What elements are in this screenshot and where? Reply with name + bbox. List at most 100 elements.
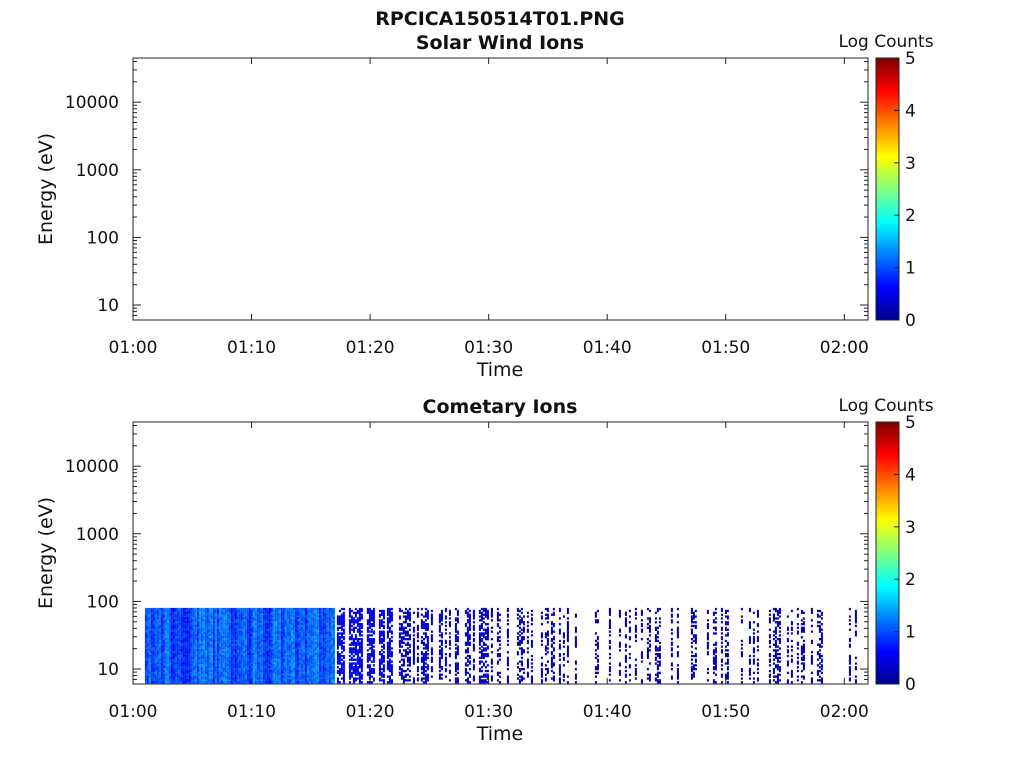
spectrogram-cell	[248, 669, 251, 673]
spectrogram-cell	[320, 619, 323, 622]
spectrogram-cell	[310, 621, 313, 624]
spectrogram-cell	[312, 666, 315, 669]
spectrogram-cell	[306, 668, 309, 671]
spectrogram-cell	[166, 651, 169, 654]
spectrogram-cell	[274, 666, 277, 669]
spectrogram-cell	[382, 638, 385, 641]
spectrogram-cell	[372, 658, 375, 661]
spectrogram-cell	[202, 613, 205, 616]
spectrogram-cell	[184, 636, 187, 639]
spectrogram-cell	[286, 628, 289, 631]
spectrogram-cell	[322, 645, 325, 648]
spectrogram-cell	[286, 649, 289, 652]
spectrogram-cell	[262, 668, 265, 671]
spectrogram-cell	[182, 621, 185, 624]
spectrogram-cell	[186, 641, 189, 644]
spectrogram-cell	[226, 611, 229, 614]
spectrogram-cell	[262, 669, 265, 673]
spectrogram-cell	[162, 641, 165, 644]
spectrogram-cell	[444, 653, 447, 656]
spectrogram-cell	[372, 621, 375, 624]
spectrogram-cell	[252, 611, 255, 614]
spectrogram-cell	[184, 656, 187, 659]
spectrogram-cell	[234, 624, 237, 628]
spectrogram-cell	[212, 613, 215, 616]
spectrogram-cell	[266, 634, 269, 637]
spectrogram-cell	[212, 607, 215, 611]
spectrogram-cell	[240, 649, 243, 652]
spectrogram-cell	[292, 675, 295, 678]
spectrogram-cell	[184, 677, 187, 680]
spectrogram-cell	[160, 643, 163, 646]
spectrogram-cell	[184, 607, 187, 611]
spectrogram-cell	[244, 638, 247, 641]
spectrogram-cell	[300, 611, 303, 614]
spectrogram-cell	[248, 607, 251, 611]
spectrogram-cell	[218, 654, 221, 658]
spectrogram-cell	[354, 668, 357, 671]
spectrogram-cell	[218, 647, 221, 650]
spectrogram-cell	[232, 611, 235, 614]
spectrogram-cell	[160, 638, 163, 641]
spectrogram-cell	[368, 634, 371, 637]
spectrogram-cell	[144, 609, 147, 613]
spectrogram-cell	[416, 634, 419, 637]
spectrogram-cell	[380, 609, 383, 613]
spectrogram-cell	[266, 662, 269, 665]
spectrogram-cell	[278, 643, 281, 646]
spectrogram-cell	[348, 681, 351, 684]
spectrogram-cell	[264, 681, 267, 684]
spectrogram-cell	[296, 643, 299, 646]
spectrogram-cell	[320, 632, 323, 635]
spectrogram-cell	[286, 658, 289, 661]
spectrogram-cell	[284, 681, 287, 684]
spectrogram-cell	[200, 611, 203, 614]
spectrogram-cell	[242, 639, 245, 643]
spectrogram-cell	[190, 630, 193, 633]
spectrogram-cell	[332, 647, 335, 650]
spectrogram-cell	[296, 649, 299, 652]
spectrogram-cell	[156, 634, 159, 637]
spectrogram-cell	[360, 669, 363, 673]
spectrogram-cell	[174, 679, 177, 682]
spectrogram-cell	[314, 645, 317, 648]
spectrogram-cell	[348, 636, 351, 639]
spectrogram-cell	[296, 615, 299, 618]
spectrogram-cell	[358, 681, 361, 684]
spectrogram-cell	[204, 651, 207, 654]
spectrogram-cell	[250, 607, 253, 611]
spectrogram-cell	[150, 632, 153, 635]
spectrogram-cell	[234, 643, 237, 646]
spectrogram-cell	[224, 666, 227, 669]
spectrogram-cell	[336, 656, 339, 659]
spectrogram-cell	[270, 662, 273, 665]
spectrogram-cell	[268, 649, 271, 652]
spectrogram-cell	[184, 609, 187, 613]
spectrogram-cell	[466, 654, 469, 658]
spectrogram-cell	[208, 628, 211, 631]
spectrogram-cell	[170, 645, 173, 648]
spectrogram-cell	[234, 619, 237, 622]
spectrogram-cell	[180, 609, 183, 613]
spectrogram-cell	[270, 639, 273, 643]
spectrogram-cell	[202, 679, 205, 682]
spectrogram-cell	[332, 664, 335, 667]
spectrogram-cell	[166, 645, 169, 648]
spectrogram-cell	[238, 634, 241, 637]
spectrogram-cell	[398, 645, 401, 648]
spectrogram-cell	[386, 636, 389, 639]
spectrogram-cell	[226, 671, 229, 674]
spectrogram-cell	[282, 628, 285, 631]
spectrogram-cell	[372, 654, 375, 658]
spectrogram-cell	[216, 679, 219, 682]
spectrogram-cell	[262, 681, 265, 684]
spectrogram-cell	[380, 632, 383, 635]
spectrogram-cell	[154, 647, 157, 650]
spectrogram-cell	[228, 654, 231, 658]
spectrogram-cell	[308, 654, 311, 658]
spectrogram-cell	[368, 621, 371, 624]
spectrogram-cell	[274, 639, 277, 643]
spectrogram-cell	[260, 666, 263, 669]
spectrogram-cell	[192, 623, 195, 626]
spectrogram-cell	[430, 660, 433, 663]
